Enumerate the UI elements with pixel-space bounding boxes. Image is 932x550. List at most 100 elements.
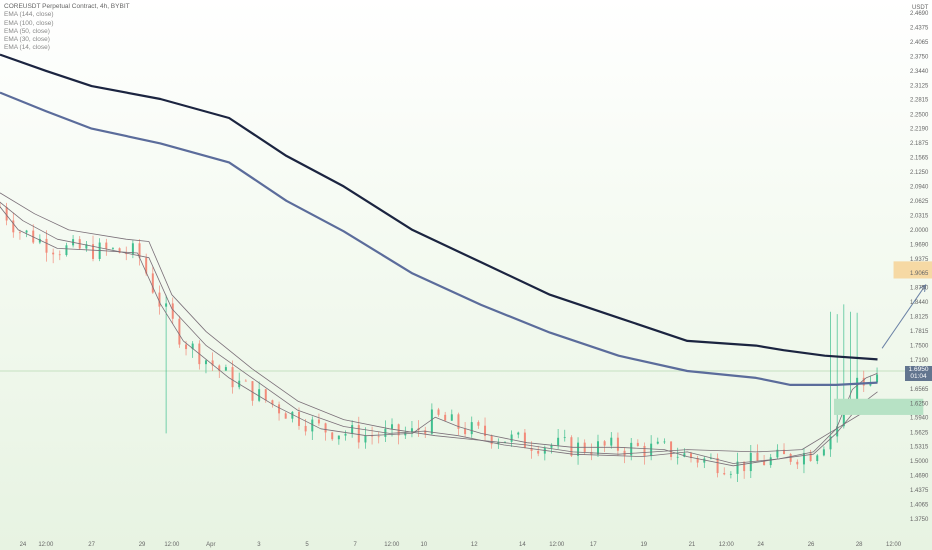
legend-ema-30[interactable]: EMA (30, close) — [4, 36, 50, 44]
candle-down — [696, 458, 699, 463]
y-tick-label: 2.0625 — [910, 199, 929, 205]
y-tick-label: 2.1250 — [910, 170, 929, 176]
candle-down — [278, 404, 281, 414]
candle-up — [65, 245, 68, 256]
candle-up — [703, 458, 706, 463]
candle-down — [484, 425, 487, 436]
candle-up — [311, 419, 314, 432]
candle-down — [570, 437, 573, 456]
candle-up — [822, 449, 825, 456]
x-tick-label: 12:00 — [164, 542, 180, 548]
price-unit-label: USDT — [912, 5, 929, 11]
x-tick-label: 21 — [689, 542, 696, 548]
candle-down — [796, 461, 799, 465]
candle-up — [291, 411, 294, 419]
candle-down — [138, 243, 141, 258]
x-tick-label: 10 — [421, 542, 428, 548]
arrow-line — [881, 284, 927, 349]
candle-down — [185, 344, 188, 350]
x-tick-label: 17 — [590, 542, 597, 548]
candle-up — [630, 442, 633, 456]
candle-down — [264, 389, 267, 401]
y-tick-label: 2.4375 — [910, 26, 929, 32]
candle-up — [391, 424, 394, 429]
candle-up — [663, 441, 666, 443]
ema-30-line — [0, 201, 878, 464]
y-tick-label: 1.5940 — [910, 416, 929, 422]
y-tick-label: 2.3750 — [910, 54, 929, 60]
y-tick-label: 1.6250 — [910, 401, 929, 407]
y-tick-label: 1.7190 — [910, 358, 929, 364]
candle-down — [670, 441, 673, 457]
y-tick-label: 2.0000 — [910, 228, 929, 234]
candle-down — [537, 450, 540, 454]
candle-down — [523, 432, 526, 449]
candle-down — [643, 445, 646, 457]
x-tick-label: 26 — [808, 542, 815, 548]
legend-ema-50[interactable]: EMA (50, close) — [4, 27, 50, 35]
candle-up — [709, 457, 712, 459]
y-tick-label: 2.0940 — [910, 184, 929, 190]
candle-up — [510, 434, 513, 442]
candle-up — [165, 303, 168, 307]
candle-down — [18, 232, 21, 234]
candle-up — [656, 441, 659, 444]
legend-ema-100[interactable]: EMA (100, close) — [4, 19, 54, 27]
candle-up — [776, 449, 779, 458]
candle-down — [490, 435, 493, 445]
candle-down — [457, 414, 460, 429]
x-tick-label: 12:00 — [38, 542, 54, 548]
legend-ema-144[interactable]: EMA (144, close) — [4, 11, 54, 19]
candle-down — [789, 454, 792, 462]
candle-down — [530, 448, 533, 451]
candle-down — [424, 430, 427, 434]
candle-down — [92, 244, 95, 259]
candle-down — [723, 473, 726, 475]
candle-up — [503, 441, 506, 443]
candle-down — [324, 423, 327, 433]
y-tick-label: 2.3125 — [910, 83, 929, 89]
candle-up — [224, 367, 227, 371]
candle-down — [244, 380, 247, 382]
y-tick-label: 1.6565 — [910, 387, 929, 393]
candle-down — [464, 428, 467, 435]
x-tick-label: 14 — [519, 542, 526, 548]
candle-down — [211, 360, 214, 366]
legend-ema-14[interactable]: EMA (14, close) — [4, 44, 50, 52]
candle-down — [690, 453, 693, 459]
x-tick-label: 27 — [88, 542, 95, 548]
candle-down — [271, 400, 274, 405]
x-tick-label: 12:00 — [719, 542, 735, 548]
candle-down — [158, 292, 161, 307]
y-tick-label: 1.4690 — [910, 474, 929, 480]
y-tick-label: 2.1565 — [910, 156, 929, 162]
candle-up — [430, 409, 433, 434]
candle-down — [623, 450, 626, 456]
candle-up — [497, 442, 500, 445]
y-tick-label: 1.7500 — [910, 344, 929, 350]
candle-up — [729, 473, 732, 475]
candle-down — [603, 441, 606, 446]
candle-down — [12, 220, 15, 233]
candle-down — [763, 460, 766, 466]
candle-down — [636, 442, 639, 446]
x-tick-label: 12:00 — [549, 542, 565, 548]
candle-down — [783, 449, 786, 455]
candle-down — [58, 254, 61, 256]
x-tick-label: Apr — [206, 542, 215, 548]
candle-up — [364, 435, 367, 443]
y-tick-label: 1.9375 — [910, 257, 929, 263]
candle-up — [836, 426, 839, 437]
y-tick-label: 2.2500 — [910, 112, 929, 118]
candle-up — [563, 437, 566, 439]
legend: COREUSDT Perpetual Contract, 4h, BYBIT E… — [4, 3, 130, 53]
candle-down — [178, 318, 181, 345]
x-tick-label: 19 — [640, 542, 647, 548]
y-tick-label: 1.7815 — [910, 329, 929, 335]
candle-down — [444, 414, 447, 421]
candle-down — [105, 242, 108, 249]
y-tick-label: 1.5625 — [910, 430, 929, 436]
candle-up — [337, 435, 340, 440]
